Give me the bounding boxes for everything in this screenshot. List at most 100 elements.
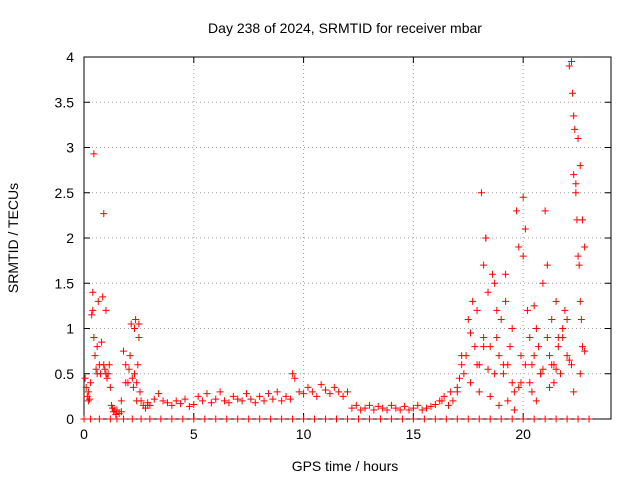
data-point <box>157 415 165 423</box>
data-point <box>221 397 229 405</box>
data-point <box>484 288 492 296</box>
data-point <box>136 388 144 396</box>
data-point <box>574 252 582 260</box>
data-point <box>532 397 540 405</box>
data-point <box>506 343 514 351</box>
y-tick-label: 1 <box>66 321 74 337</box>
data-point <box>103 374 111 382</box>
data-point <box>383 406 391 414</box>
data-point <box>508 325 516 332</box>
data-point <box>574 415 582 423</box>
data-point <box>469 297 477 305</box>
data-point <box>87 415 95 423</box>
data-point <box>91 352 99 360</box>
data-point <box>521 361 529 369</box>
data-point <box>438 397 446 405</box>
data-point <box>499 370 507 378</box>
data-point <box>146 415 154 423</box>
data-point <box>201 415 209 423</box>
data-point <box>493 306 501 314</box>
data-point <box>567 58 575 66</box>
data-point <box>99 293 107 301</box>
data-point <box>396 406 404 414</box>
data-point <box>541 207 549 215</box>
y-tick-label: 4 <box>66 49 74 65</box>
data-point <box>85 395 93 403</box>
data-point <box>333 415 341 423</box>
data-point <box>100 210 108 218</box>
data-point <box>420 415 428 423</box>
data-point <box>524 306 532 314</box>
data-point <box>379 404 387 412</box>
data-point <box>561 306 569 314</box>
data-point <box>155 390 163 398</box>
data-point <box>203 390 211 398</box>
data-point <box>466 329 474 337</box>
data-point <box>260 397 268 405</box>
chart-title: Day 238 of 2024, SRMTID for receiver mba… <box>208 20 482 36</box>
data-point <box>238 397 246 405</box>
y-tick-label: 1.5 <box>55 275 75 291</box>
data-point <box>229 392 237 400</box>
data-point <box>497 315 505 323</box>
data-point <box>256 415 264 423</box>
data-point <box>80 415 88 423</box>
data-point <box>502 270 510 278</box>
data-point <box>113 415 121 423</box>
x-axis-label: GPS time / hours <box>292 458 399 474</box>
data-point <box>133 379 141 387</box>
data-point <box>177 400 185 408</box>
data-point <box>387 401 395 409</box>
data-point <box>502 297 510 305</box>
x-tick-label: 20 <box>515 426 531 442</box>
data-point <box>521 225 529 233</box>
data-point <box>570 388 578 396</box>
data-point <box>539 365 547 373</box>
data-point <box>515 383 523 391</box>
data-point <box>300 415 308 423</box>
data-point <box>90 150 98 158</box>
data-point <box>190 415 198 423</box>
data-point <box>552 297 560 305</box>
data-point <box>486 415 494 423</box>
x-tick-label: 0 <box>80 426 88 442</box>
data-point <box>513 207 521 215</box>
data-point <box>117 397 125 405</box>
data-point <box>449 397 457 405</box>
data-point <box>376 415 384 423</box>
data-point <box>488 270 496 278</box>
data-point <box>322 386 330 394</box>
data-point <box>497 415 505 423</box>
data-point <box>554 334 562 342</box>
data-point <box>168 401 176 409</box>
grid-lines <box>84 57 611 419</box>
y-tick-label: 2 <box>66 230 74 246</box>
data-point <box>515 243 523 251</box>
data-point <box>128 415 136 423</box>
data-point <box>122 361 130 369</box>
data-point <box>418 406 426 414</box>
data-point <box>473 361 481 369</box>
data-point <box>519 252 527 260</box>
data-point <box>150 395 158 403</box>
data-point <box>466 379 474 387</box>
data-point <box>190 401 198 409</box>
data-point <box>93 370 101 378</box>
data-point <box>326 390 334 398</box>
data-point <box>574 134 582 142</box>
data-point <box>414 401 422 409</box>
data-point <box>572 189 580 197</box>
data-point <box>563 352 571 360</box>
data-point <box>486 392 494 400</box>
y-tick-label: 2.5 <box>55 185 75 201</box>
data-point <box>339 392 347 400</box>
data-point <box>225 399 233 407</box>
data-point <box>572 180 580 188</box>
data-point <box>550 379 558 387</box>
data-point <box>370 406 378 414</box>
data-point <box>106 415 114 423</box>
axis-ticks: 0 0.5 1 1.5 2 2.5 3 3.5 4 0 5 10 15 20 <box>55 49 611 442</box>
data-point <box>207 399 215 407</box>
data-point <box>442 415 450 423</box>
